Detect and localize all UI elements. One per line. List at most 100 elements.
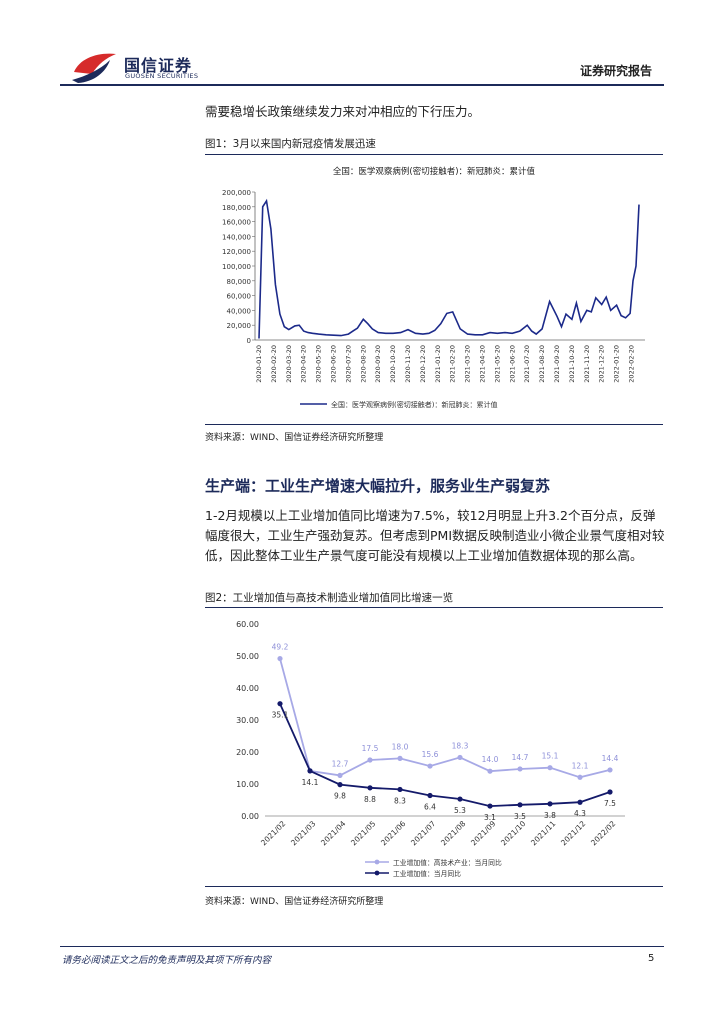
footer-rule	[60, 946, 664, 947]
chart1-y-tick-label: 0	[247, 337, 251, 345]
chart2-data-label-1: 3.1	[484, 813, 496, 822]
chart1-series-line	[258, 198, 640, 339]
chart2-point-0	[607, 767, 613, 773]
chart2-data-label-1: 8.8	[364, 795, 376, 804]
chart2-data-label-1: 5.3	[454, 806, 466, 815]
figure2-top-rule	[205, 607, 663, 608]
chart2-point-1	[277, 701, 283, 707]
chart2-data-label-0: 12.7	[332, 759, 349, 768]
figure1-top-rule	[205, 154, 663, 155]
chart2-data-label-0: 15.6	[422, 750, 439, 759]
chart2-point-0	[487, 768, 493, 774]
chart2-x-tick-label: 2021/07	[409, 819, 438, 848]
figure1-caption: 图1：3月以来国内新冠疫情发展迅速	[205, 138, 376, 150]
chart2-x-tick-label: 2021/09	[469, 819, 498, 848]
figure1-source: 资料来源：WIND、国信证券经济研究所整理	[205, 433, 384, 443]
chart1-y-tick-label: 40,000	[227, 307, 252, 315]
chart2-point-0	[577, 774, 583, 780]
chart2-x-tick-label: 2021/02	[259, 819, 288, 848]
footer-disclaimer: 请务必阅读正文之后的免责声明及其项下所有内容	[62, 955, 272, 966]
chart1-x-tick-label: 2021-03-20	[464, 345, 472, 383]
chart2-data-label-0: 18.3	[452, 741, 469, 750]
chart2-point-1	[337, 782, 343, 788]
chart1-x-tick-label: 2022-01-20	[613, 345, 621, 383]
chart2-point-1	[517, 802, 523, 808]
chart1-x-tick-label: 2020-10-20	[389, 345, 397, 383]
chart2-point-1	[547, 801, 553, 807]
chart2-point-0	[337, 772, 343, 778]
chart2-data-label-1: 9.8	[334, 792, 346, 801]
chart1-x-tick-label: 2020-02-20	[270, 345, 278, 383]
chart2-x-tick-label: 2021/08	[439, 819, 468, 848]
chart1-title: 全国：医学观察病例(密切接触者)：新冠肺炎：累计值	[333, 166, 536, 177]
chart2-y-tick-label: 0.00	[241, 812, 259, 821]
chart2-point-1	[607, 789, 613, 795]
chart1-y-tick-label: 60,000	[227, 293, 252, 301]
chart2-data-label-1: 8.3	[394, 796, 406, 805]
chart1-x-tick-label: 2020-12-20	[419, 345, 427, 383]
chart2-y-tick-label: 10.00	[236, 780, 259, 789]
brand-name-en: GUOSEN SECURITIES	[125, 72, 199, 80]
chart2-x-tick-label: 2021/11	[529, 819, 558, 848]
chart2-data-label-1: 35.1	[272, 711, 289, 720]
chart1-x-tick-label: 2021-11-20	[583, 345, 591, 383]
chart2-y-tick-label: 60.00	[236, 620, 259, 629]
section-title: 生产端：工业生产增速大幅拉升，服务业生产弱复苏	[205, 477, 551, 495]
chart1-legend-label: 全国：医学观察病例(密切接触者)：新冠肺炎：累计值	[331, 400, 497, 409]
chart1-x-tick-label: 2021-10-20	[568, 345, 576, 383]
page-number: 5	[648, 953, 655, 964]
chart2-y-tick-label: 20.00	[236, 748, 259, 757]
chart1-y-tick-label: 180,000	[222, 204, 251, 212]
figure2-source: 资料来源：WIND、国信证券经济研究所整理	[205, 897, 384, 907]
chart2-x-tick-label: 2021/04	[319, 819, 348, 848]
chart1-x-tick-label: 2021-05-20	[493, 345, 501, 383]
chart2-data-label-0: 49.2	[272, 643, 289, 652]
chart2-point-1	[457, 796, 463, 802]
chart2-series-line-0	[279, 658, 611, 779]
chart2-x-tick-label: 2022/02	[589, 819, 618, 848]
chart2-point-1	[487, 803, 493, 809]
chart1-y-tick-label: 120,000	[222, 248, 251, 256]
chart2-legend-label-0: 工业增加值：高技术产业：当月同比	[393, 858, 502, 867]
chart1-y-tick-label: 200,000	[222, 189, 251, 197]
chart1-y-tick-label: 20,000	[227, 322, 252, 330]
brand-name-cn: 国信证券	[124, 56, 193, 75]
chart1-x-tick-label: 2021-04-20	[479, 345, 487, 383]
chart1-x-tick-label: 2020-03-20	[285, 345, 293, 383]
chart1-x-tick-label: 2022-02-20	[628, 345, 636, 383]
chart2-data-label-0: 14.7	[512, 753, 529, 762]
chart2-point-0	[457, 754, 463, 761]
chart2-data-label-0: 14.0	[482, 755, 499, 764]
chart1-x-tick-label: 2021-06-20	[508, 345, 516, 383]
chart2-data-label-1: 3.8	[544, 811, 556, 820]
section-paragraph: 1-2月规模以上工业增加值同比增速为7.5%，较12月明显上升3.2个百分点，反…	[205, 508, 665, 563]
chart2-legend-label-1: 工业增加值：当月同比	[393, 869, 461, 878]
chart2-data-label-0: 18.0	[392, 742, 409, 751]
chart2-data-label-0: 12.1	[572, 761, 589, 770]
chart2-data-label-0: 14.4	[602, 754, 619, 763]
guosen-logo-icon	[72, 53, 116, 83]
chart2-series-line-1	[279, 703, 611, 808]
chart1-x-tick-label: 2020-09-20	[374, 345, 382, 383]
chart2-x-tick-label: 2021/10	[499, 819, 528, 848]
chart2-y-tick-label: 30.00	[236, 716, 259, 725]
chart1-x-tick-label: 2020-07-20	[344, 345, 352, 383]
chart2-data-label-1: 4.3	[574, 809, 586, 818]
intro-text: 需要稳增长政策继续发力来对冲相应的下行压力。	[205, 104, 481, 119]
chart2-point-1	[397, 786, 403, 793]
chart2-data-label-1: 6.4	[424, 803, 436, 812]
chart1-x-tick-label: 2020-05-20	[315, 345, 323, 383]
chart1-x-tick-label: 2020-06-20	[330, 345, 338, 383]
chart2-y-tick-label: 40.00	[236, 684, 259, 693]
chart2-data-label-1: 3.5	[514, 812, 526, 821]
chart1-x-tick-label: 2020-01-20	[255, 345, 263, 383]
chart1-x-tick-label: 2021-12-20	[598, 345, 606, 383]
chart2-point-0	[427, 763, 433, 769]
figure2-chart: 60.0050.0040.0030.0020.0010.000.002021/0…	[236, 620, 625, 878]
header-rule	[60, 84, 664, 86]
chart2-legend-marker-0	[374, 859, 380, 865]
chart2-data-label-1: 7.5	[604, 799, 616, 808]
chart1-x-tick-label: 2021-02-20	[449, 345, 457, 383]
chart1-x-tick-label: 2021-08-20	[538, 345, 546, 383]
report-type-label: 证券研究报告	[580, 64, 653, 78]
